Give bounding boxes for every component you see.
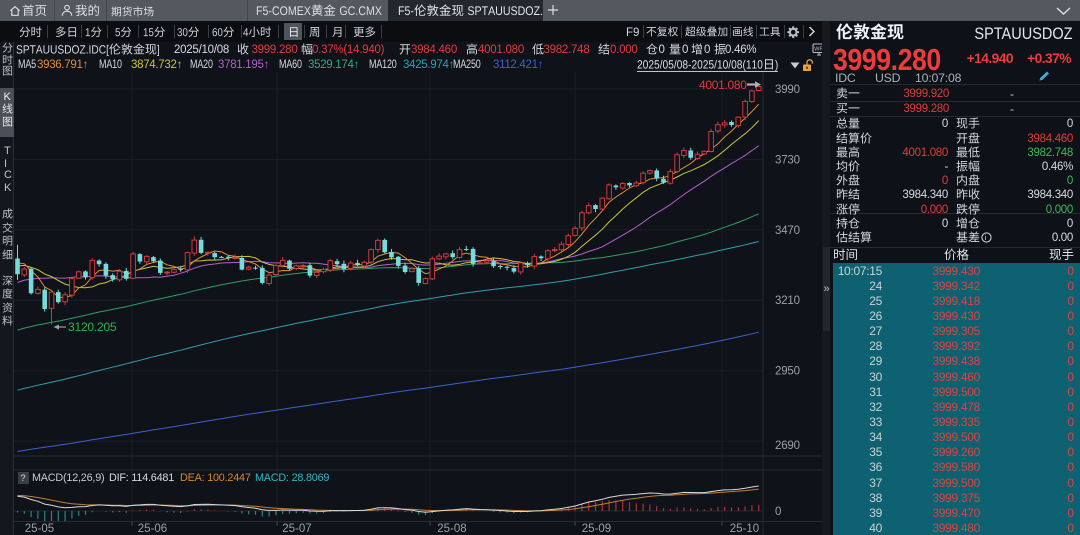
svg-text:2950: 2950 — [775, 366, 800, 378]
svg-text:25-06: 25-06 — [138, 523, 167, 535]
svg-text:3730: 3730 — [775, 154, 800, 166]
svg-text:i: i — [985, 233, 987, 242]
svg-text:0: 0 — [775, 506, 781, 518]
svg-text:25-08: 25-08 — [437, 523, 466, 535]
svg-text:4001.080: 4001.080 — [699, 78, 747, 92]
svg-text:3210: 3210 — [775, 295, 800, 307]
svg-text:3120.205: 3120.205 — [68, 320, 117, 334]
svg-text:3990: 3990 — [775, 84, 800, 96]
svg-text:25-09: 25-09 — [582, 523, 611, 535]
svg-text:3470: 3470 — [775, 225, 800, 237]
svg-text:25-10: 25-10 — [730, 523, 759, 535]
svg-text:WP: WP — [814, 47, 823, 53]
svg-text:25-05: 25-05 — [25, 523, 54, 535]
svg-text:2690: 2690 — [775, 440, 800, 452]
svg-text:25-07: 25-07 — [282, 523, 311, 535]
